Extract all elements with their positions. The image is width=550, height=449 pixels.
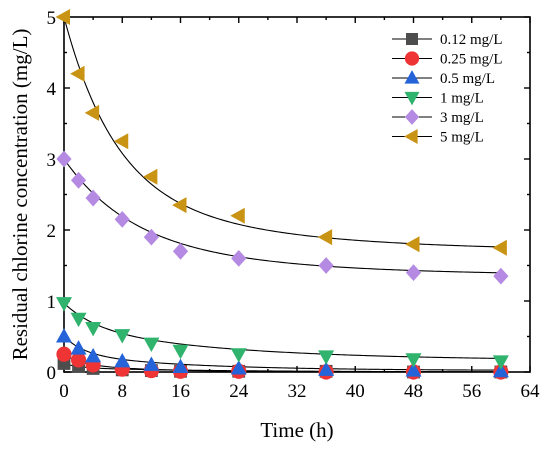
legend-label-1-mg-l: 1 mg/L [440,91,484,107]
data-point-1-mg-l [230,348,247,363]
data-point-5-mg-l [84,104,100,121]
legend-marker-0-5-mg-l [404,70,420,84]
data-point-1-mg-l [85,321,102,337]
legend-label-5-mg-l: 5 mg/L [440,130,484,146]
data-point-1-mg-l [56,297,72,312]
data-point-1-mg-l [70,312,87,328]
data-point-5-mg-l [55,9,70,25]
data-point-0-5-mg-l [70,340,87,355]
data-point-0-25-mg-l [70,352,87,368]
data-point-5-mg-l [142,168,158,185]
x-tick-label: 24 [229,381,249,402]
y-tick-label: 4 [47,79,57,100]
legend-marker-0-12-mg-l [406,33,418,45]
x-tick-label: 0 [59,381,69,402]
data-point-1-mg-l [318,350,335,365]
y-tick-label: 0 [47,363,57,384]
data-point-3-mg-l [143,228,159,246]
data-point-0-5-mg-l [143,356,160,371]
data-point-0-5-mg-l [405,362,422,377]
data-markers [55,9,509,380]
data-point-0-5-mg-l [230,360,247,375]
data-point-5-mg-l [405,236,420,253]
legend-marker-0-25-mg-l [404,51,420,66]
y-tick-label: 2 [47,221,57,242]
legend-label-0-5-mg-l: 0.5 mg/L [440,71,495,87]
data-point-0-5-mg-l [56,328,72,343]
data-point-3-mg-l [70,171,87,189]
y-tick-label: 1 [47,292,57,313]
data-point-3-mg-l [85,189,101,207]
data-point-1-mg-l [405,353,422,368]
x-tick-label: 8 [118,381,128,402]
data-point-1-mg-l [172,344,189,360]
data-point-5-mg-l [492,239,507,256]
fit-curve-0-5-mg-l [63,336,501,371]
x-tick-label: 48 [404,381,423,402]
data-point-0-5-mg-l [318,361,335,376]
legend-label-3-mg-l: 3 mg/L [440,110,484,126]
data-point-5-mg-l [172,197,187,214]
x-tick-label: 16 [171,381,190,402]
x-tick-label: 40 [346,381,365,402]
data-point-0-25-mg-l [56,346,72,362]
legend-label-0-12-mg-l: 0.12 mg/L [440,32,503,48]
data-point-1-mg-l [114,329,131,344]
data-point-0-5-mg-l [114,352,131,368]
data-point-0-5-mg-l [85,347,102,363]
data-point-5-mg-l [317,229,333,246]
data-point-3-mg-l [172,242,189,260]
data-point-5-mg-l [230,207,245,224]
y-axis-title: Residual chlorine concentration (mg/L) [8,29,32,361]
x-tick-label: 64 [521,381,541,402]
fit-curves [63,16,501,373]
data-point-1-mg-l [492,355,509,370]
y-tick-label: 5 [47,8,57,29]
data-point-5-mg-l [70,65,85,82]
legend-marker-1-mg-l [404,91,420,106]
data-point-3-mg-l [114,210,130,228]
fit-curve-1-mg-l [63,302,501,359]
x-axis-title: Time (h) [260,418,333,442]
data-point-3-mg-l [318,257,334,274]
fit-curve-5-mg-l [63,16,501,248]
data-point-5-mg-l [113,133,129,150]
fit-curve-0-25-mg-l [63,353,501,373]
y-tick-label: 3 [47,150,57,171]
data-point-0-5-mg-l [172,358,189,374]
data-point-1-mg-l [143,337,160,352]
legend-marker-3-mg-l [404,109,420,125]
data-point-3-mg-l [231,250,247,267]
data-point-0-5-mg-l [492,362,509,378]
x-tick-label: 32 [288,381,307,402]
data-point-3-mg-l [493,267,509,285]
legend-label-0-25-mg-l: 0.25 mg/L [440,52,503,68]
fit-curve-3-mg-l [63,158,501,274]
x-tick-label: 56 [462,381,481,402]
legend: 0.12 mg/L 0.25 mg/L 0.5 mg/L 1 mg/L 3 mg/L 5 … [392,32,503,146]
data-point-3-mg-l [56,150,72,168]
legend-marker-5-mg-l [404,129,418,144]
data-point-3-mg-l [405,264,422,281]
